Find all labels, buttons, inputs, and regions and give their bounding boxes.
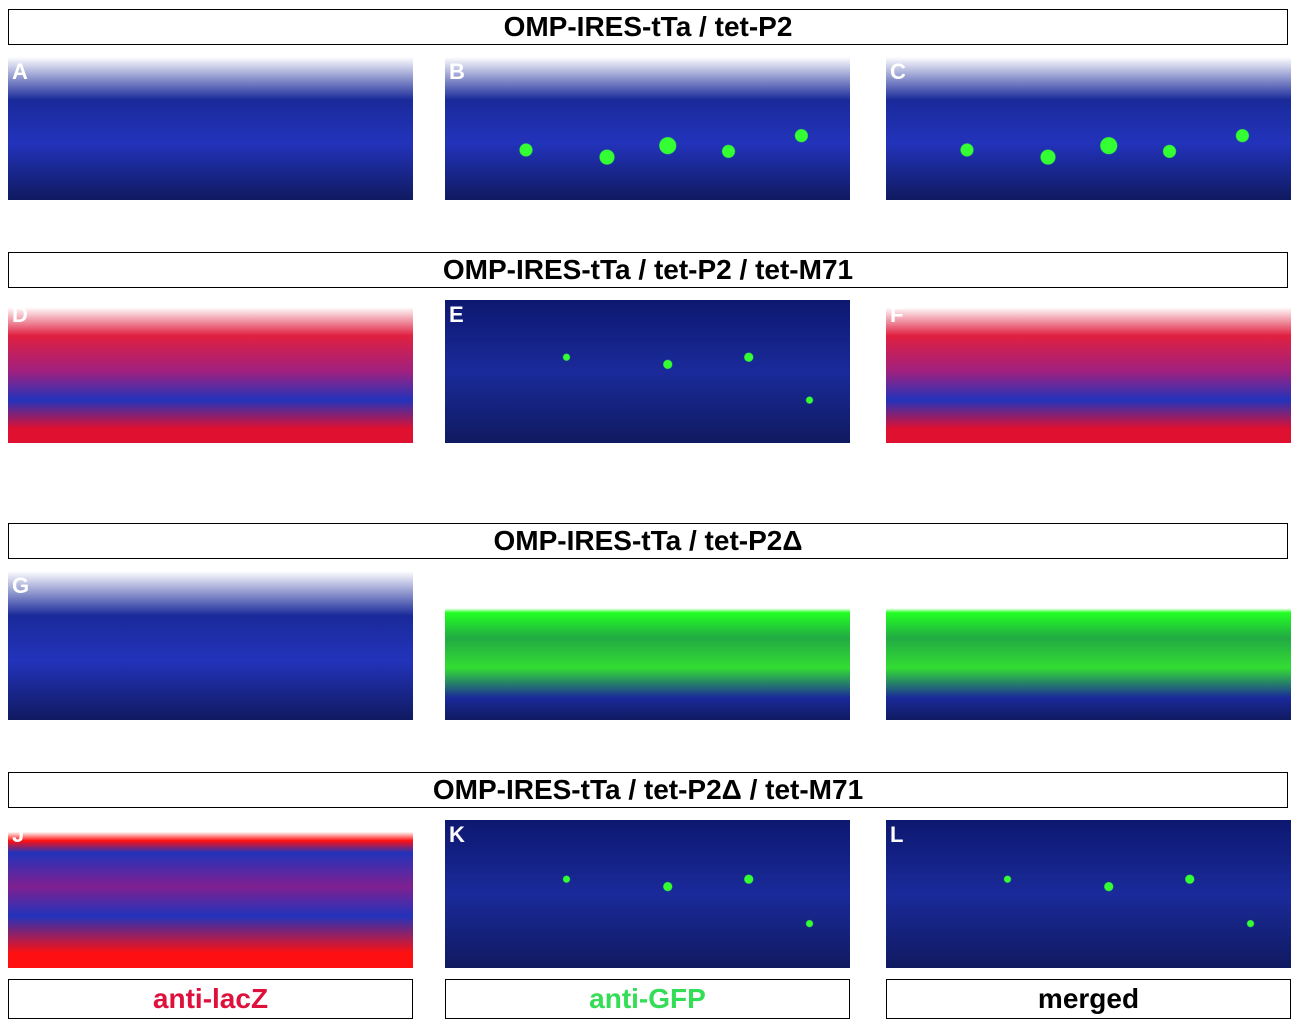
panel-label: B [449, 59, 465, 84]
panel-label: C [890, 59, 906, 84]
panel-label: K [449, 822, 465, 847]
micrograph: J [8, 820, 413, 968]
panel-label: F [890, 302, 904, 327]
micrograph: A [8, 57, 413, 200]
row-title: OMP-IRES-tTa / tet-P2Δ / tet-M71 [8, 772, 1288, 808]
micrograph: L [886, 820, 1291, 968]
micrograph: D [8, 300, 413, 443]
channel-label: merged [886, 979, 1291, 1019]
panel-label: E [449, 302, 464, 327]
micrograph: E [445, 300, 850, 443]
micrograph: K [445, 820, 850, 968]
row-title: OMP-IRES-tTa / tet-P2 / tet-M71 [8, 252, 1288, 288]
panel-label: L [890, 822, 904, 847]
panel-label: A [12, 59, 28, 84]
panel-label: D [12, 302, 28, 327]
channel-label: anti-lacZ [8, 979, 413, 1019]
micrograph: C [886, 57, 1291, 200]
panel-label: G [12, 573, 30, 598]
panel-label: I [890, 573, 897, 598]
micrograph: F [886, 300, 1291, 443]
micrograph: I [886, 571, 1291, 720]
row-title: OMP-IRES-tTa / tet-P2 [8, 9, 1288, 45]
row-title: OMP-IRES-tTa / tet-P2Δ [8, 523, 1288, 559]
micrograph: H [445, 571, 850, 720]
panel-label: J [12, 822, 25, 847]
micrograph: B [445, 57, 850, 200]
channel-label: anti-GFP [445, 979, 850, 1019]
micrograph: G [8, 571, 413, 720]
panel-label: H [449, 573, 465, 598]
